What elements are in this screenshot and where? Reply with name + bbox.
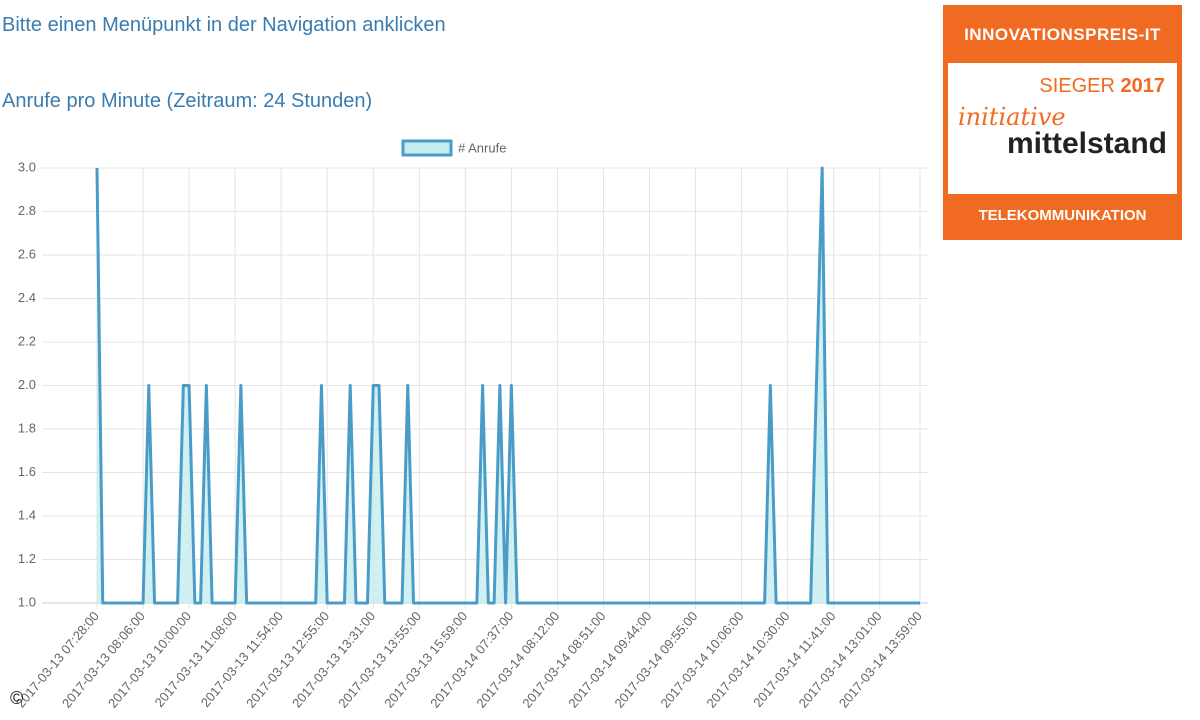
chart-title: Anrufe pro Minute (Zeitraum: 24 Stunden) (2, 90, 373, 112)
x-tick-label: 2017-03-14 08:12:00 (473, 608, 562, 710)
x-tick-label: 2017-03-14 10:30:00 (703, 608, 792, 710)
winner-year: 2017 (1120, 75, 1166, 97)
y-tick-label: 1.0 (18, 594, 36, 609)
x-tick-label: 2017-03-13 10:00:00 (105, 608, 194, 710)
x-tick-label: 2017-03-14 10:06:00 (657, 608, 746, 710)
y-tick-label: 2.8 (18, 203, 36, 218)
prompt: Bitte einen Menüpunkt in der Navigation … (2, 14, 446, 36)
chart: 1.0 1.2 1.4 1.6 1.8 2.0 2.2 2.4 2.6 2.8 3.0 2017-03… (13, 139, 928, 711)
x-tick-label: 2017-03-14 07:37:00 (427, 608, 516, 710)
badge-winner: SIEGER 2017 (1039, 75, 1165, 98)
x-tick-label: 2017-03-14 08:51:00 (519, 608, 608, 710)
brand: mittelstand (1006, 127, 1167, 160)
legend-swatch (401, 139, 453, 157)
y-tick-label: 2.4 (18, 290, 36, 305)
badge-inner: SIEGER 2017 initiative mittelstand (948, 63, 1177, 194)
x-tick-label: 2017-03-13 13:31:00 (289, 608, 378, 710)
y-tick-label: 1.2 (18, 551, 36, 566)
x-tick-label: 2017-03-13 15:59:00 (381, 608, 470, 710)
x-tick-label: 2017-03-14 09:55:00 (611, 608, 700, 710)
award-badge: INNOVATIONSPREIS-IT SIEGER 2017 initiati… (943, 5, 1182, 240)
winner-text: SIEGER (1039, 75, 1115, 97)
y-tick-label: 2.0 (18, 377, 36, 392)
y-tick-label: 1.6 (18, 464, 36, 479)
line (95, 166, 920, 605)
legend-label: # Anrufe (458, 140, 506, 155)
x-tick-label: 2017-03-13 07:28:00 (13, 608, 102, 710)
y-tick-label: 2.2 (18, 333, 36, 348)
y-tick-label: 2.6 (18, 246, 36, 261)
y-tick-label: 1.8 (18, 420, 36, 435)
x-tick-label: 2017-03-13 08:06:00 (59, 608, 148, 710)
x-tick-label: 2017-03-13 12:55:00 (243, 608, 332, 710)
x-tick-label: 2017-03-14 11:41:00 (750, 608, 838, 709)
brand-script: initiative (958, 103, 1066, 131)
y-tick-label: 3.0 (18, 159, 36, 174)
copyright: © (10, 688, 24, 708)
x-tick-label: 2017-03-14 09:44:00 (565, 608, 654, 710)
x-tick-label: 2017-03-13 13:55:00 (335, 608, 424, 710)
y-tick-label: 1.4 (18, 507, 36, 522)
x-tick-label: 2017-03-13 11:08:00 (152, 608, 240, 709)
badge-top: INNOVATIONSPREIS-IT (964, 25, 1161, 44)
x-tick-label: 2017-03-13 11:54:00 (198, 608, 286, 709)
badge-category: TELEKOMMUNIKATION (978, 207, 1147, 224)
